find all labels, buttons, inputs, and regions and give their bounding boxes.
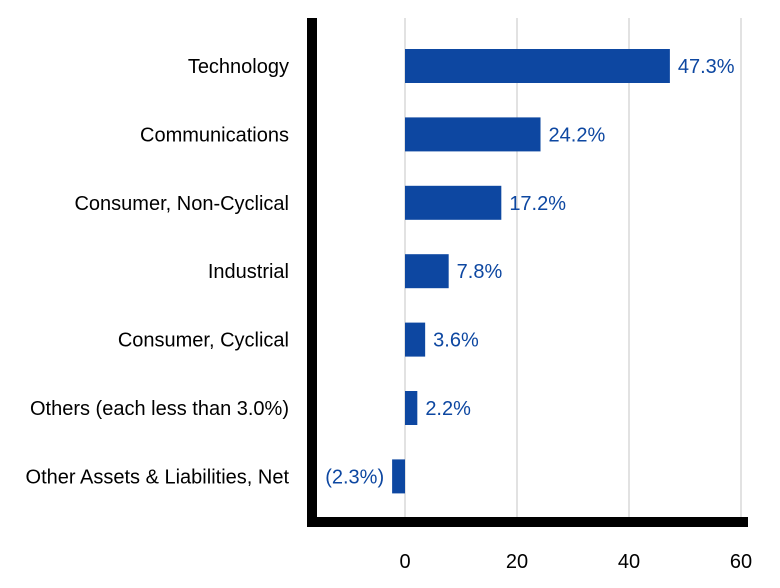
data-label: 17.2% bbox=[509, 193, 566, 215]
category-label: Technology bbox=[188, 56, 289, 78]
bar bbox=[392, 459, 405, 494]
data-label: 2.2% bbox=[425, 398, 471, 420]
bar bbox=[405, 391, 418, 425]
bars bbox=[392, 49, 670, 494]
data-label: 47.3% bbox=[678, 56, 735, 78]
x-tick-label: 40 bbox=[618, 551, 640, 573]
bar bbox=[405, 117, 541, 152]
x-tick-label: 60 bbox=[730, 551, 752, 573]
data-label: 7.8% bbox=[457, 261, 503, 283]
category-label: Industrial bbox=[208, 261, 289, 283]
x-tick-label: 0 bbox=[399, 551, 410, 573]
bar bbox=[405, 49, 670, 83]
x-tick-label: 20 bbox=[506, 551, 528, 573]
bar bbox=[405, 185, 502, 220]
category-label: Consumer, Non-Cyclical bbox=[74, 193, 289, 215]
axes bbox=[307, 18, 748, 527]
gridlines bbox=[404, 18, 742, 522]
bar bbox=[405, 254, 449, 289]
bar bbox=[405, 322, 426, 357]
category-label: Consumer, Cyclical bbox=[118, 330, 289, 352]
category-label: Communications bbox=[140, 124, 289, 146]
labels: 0 20 40 60 Technology 47.3% Communications 24.2… bbox=[26, 56, 753, 573]
data-label: 24.2% bbox=[549, 124, 606, 146]
category-label: Others (each less than 3.0%) bbox=[30, 398, 289, 420]
data-label: 3.6% bbox=[433, 330, 479, 352]
data-label: (2.3%) bbox=[325, 466, 384, 488]
category-label: Other Assets & Liabilities, Net bbox=[26, 466, 290, 488]
